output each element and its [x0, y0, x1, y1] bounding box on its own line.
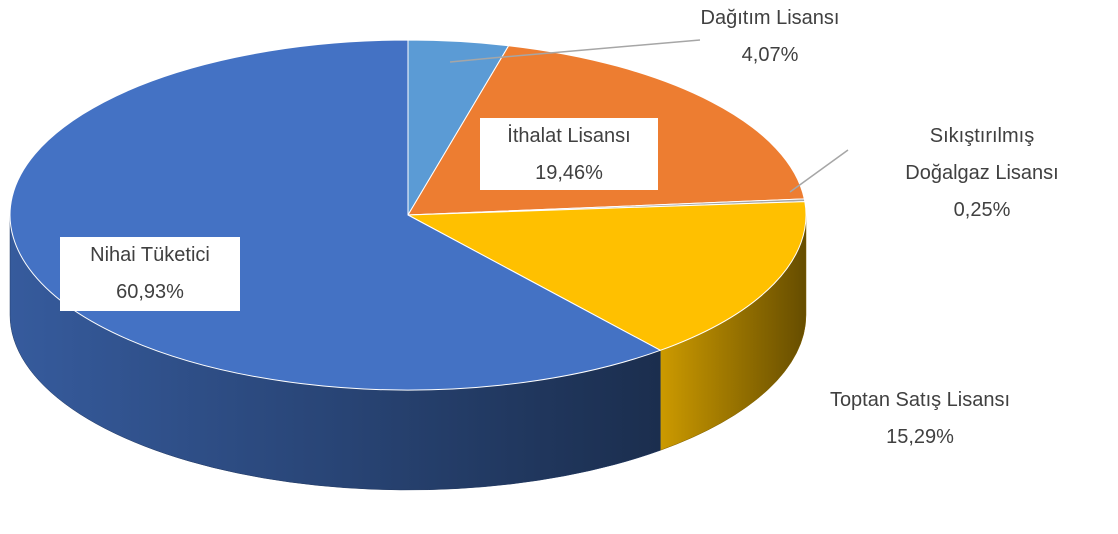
value-label: 4,07% — [741, 44, 799, 66]
value-label: 0,25% — [953, 199, 1011, 221]
category-label: Nihai Tüketici — [90, 244, 210, 266]
leader-line — [789, 149, 849, 193]
slice-label: Sıkıştırılmış Doğalgaz Lisansı 0,25% — [852, 118, 1112, 229]
category-label: Sıkıştırılmış Doğalgaz Lisansı — [905, 125, 1059, 184]
value-label: 15,29% — [886, 426, 954, 448]
value-label: 19,46% — [535, 162, 603, 184]
slice-label: İthalat Lisansı 19,46% — [480, 118, 658, 190]
slice-label: Nihai Tüketici 60,93% — [60, 237, 240, 311]
slice-label: Dağıtım Lisansı 4,07% — [690, 0, 850, 74]
slice-label: Toptan Satış Lisansı 15,29% — [800, 382, 1040, 456]
leader-line — [449, 39, 701, 63]
category-label: İthalat Lisansı — [507, 125, 631, 147]
category-label: Dağıtım Lisansı — [700, 7, 840, 29]
value-label: 60,93% — [116, 281, 184, 303]
category-label: Toptan Satış Lisansı — [829, 389, 1011, 411]
slice — [406, 201, 807, 351]
